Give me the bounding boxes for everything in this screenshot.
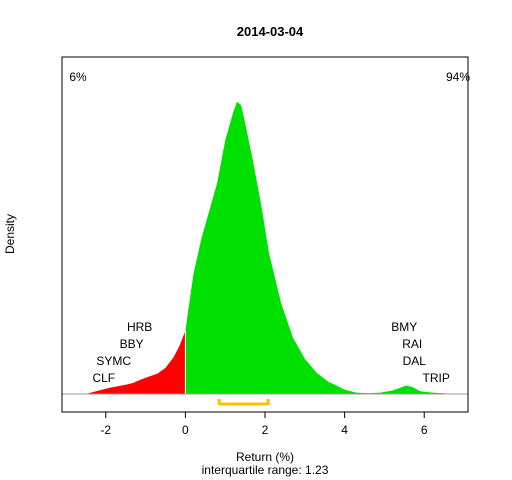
- negative-density-area: [85, 330, 186, 394]
- ticker-annotations: HRB BBY SYMC CLF BMY RAI DAL TRIP: [92, 320, 449, 385]
- left-percent-label: 6%: [69, 70, 87, 84]
- x-tick-label: 6: [421, 423, 428, 437]
- iqr-subtitle: interquartile range: 1.23: [202, 463, 329, 477]
- left-ticker-bby: BBY: [120, 337, 144, 351]
- x-axis: -2 0 2 4 6: [100, 412, 428, 437]
- left-ticker-hrb: HRB: [127, 320, 152, 334]
- left-ticker-symc: SYMC: [96, 354, 131, 368]
- left-ticker-clf: CLF: [92, 371, 115, 385]
- x-tick-label: 0: [182, 423, 189, 437]
- x-axis-label: Return (%): [236, 450, 294, 464]
- right-percent-label: 94%: [446, 70, 470, 84]
- positive-density-area: [185, 101, 453, 394]
- x-tick-label: -2: [100, 423, 111, 437]
- x-tick-label: 4: [341, 423, 348, 437]
- chart-title: 2014-03-04: [237, 24, 304, 39]
- y-axis-label: Density: [3, 214, 17, 254]
- right-ticker-trip: TRIP: [422, 371, 449, 385]
- right-ticker-dal: DAL: [403, 354, 427, 368]
- x-tick-label: 2: [262, 423, 269, 437]
- right-ticker-bmy: BMY: [391, 320, 417, 334]
- right-ticker-rai: RAI: [402, 337, 422, 351]
